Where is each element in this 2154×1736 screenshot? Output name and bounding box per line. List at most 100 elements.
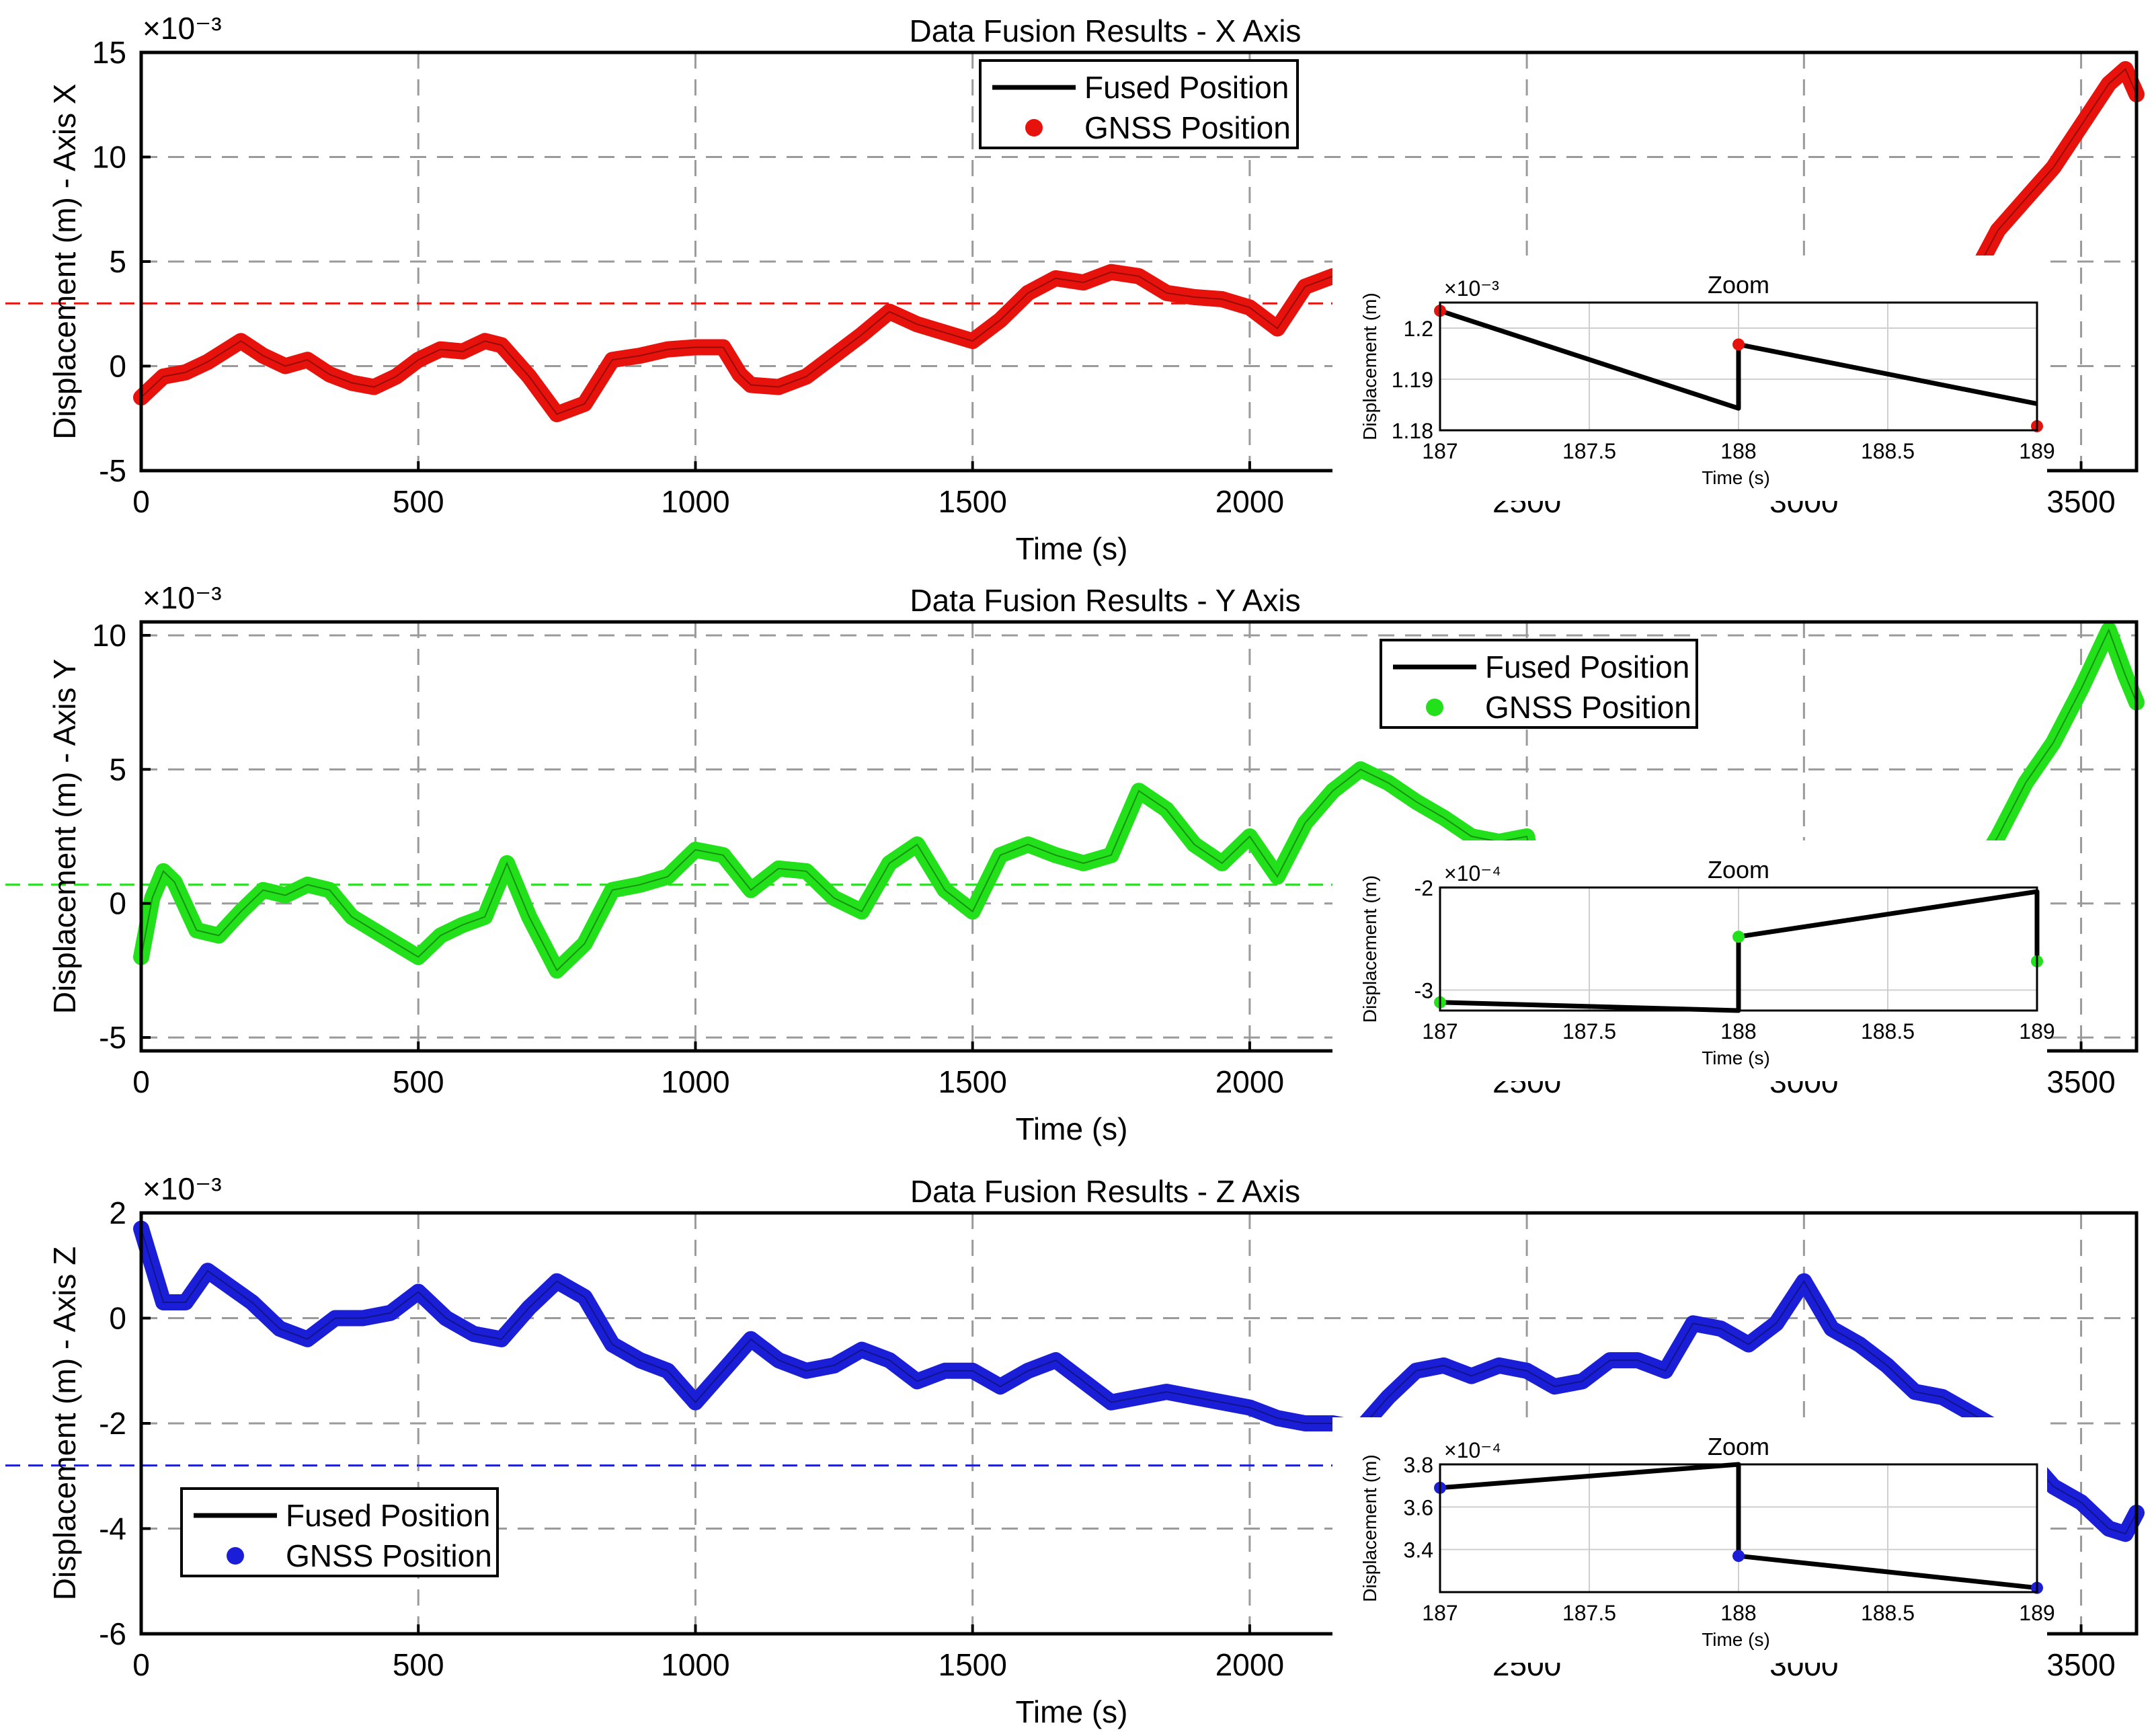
x-tick-label: 3500 (2046, 1064, 2115, 1099)
y-axis-label: Displacement (m) - Axis Z (47, 1247, 82, 1601)
y-axis-label: Displacement (m) - Axis X (47, 83, 82, 439)
y-tick-label: 10 (92, 618, 126, 653)
x-tick-label: 1000 (661, 484, 729, 519)
inset-y-exponent: ×10⁻⁴ (1444, 1438, 1501, 1462)
inset-y-axis-label: Displacement (m) (1359, 875, 1380, 1023)
x-tick-label: 1500 (938, 1064, 1006, 1099)
inset-gnss-point (1732, 1550, 1745, 1563)
x-tick-label: 0 (132, 1647, 150, 1682)
inset-y-tick-label: -3 (1414, 979, 1433, 1003)
legend-label-gnss: GNSS Position (1485, 690, 1691, 725)
x-tick-label: 500 (393, 484, 444, 519)
inset-title: Zoom (1708, 1433, 1769, 1460)
panel-z-axis: 0 500 1000 1500 2000 2500 3000 3500-6-4-202×10⁻… (5, 1171, 2145, 1729)
y-tick-label: 2 (109, 1195, 126, 1230)
inset-fused-position-line (1439, 308, 2038, 411)
inset-x-tick-label: 188 (1720, 439, 1756, 463)
legend-label-fused: Fused Position (1084, 70, 1289, 105)
y-tick-label: -5 (99, 1020, 126, 1055)
inset-x-tick-label: 189 (2019, 439, 2055, 463)
x-tick-label: 2000 (1215, 484, 1284, 519)
x-tick-label: 3500 (2046, 484, 2115, 519)
x-tick-label: 1000 (661, 1064, 729, 1099)
inset-x-tick-label: 189 (2019, 1019, 2055, 1043)
inset-x-tick-label: 188 (1720, 1601, 1756, 1625)
x-tick-label: 3500 (2046, 1647, 2115, 1682)
x-axis-label: Time (s) (1016, 531, 1128, 566)
inset-x-tick-label: 187 (1422, 1601, 1458, 1625)
x-tick-label: 1500 (938, 484, 1006, 519)
y-tick-label: 10 (92, 140, 126, 175)
x-tick-label: 500 (393, 1064, 444, 1099)
inset-y-exponent: ×10⁻³ (1444, 276, 1499, 301)
inset-x-axis-label: Time (s) (1702, 467, 1770, 488)
fused-position-series (141, 1228, 2137, 1535)
x-axis-label: Time (s) (1016, 1694, 1128, 1729)
inset-title: Zoom (1708, 856, 1769, 883)
legend-gnss-marker-swatch (1025, 119, 1043, 136)
inset-x-tick-label: 187.5 (1562, 439, 1616, 463)
inset-y-tick-label: -2 (1414, 876, 1433, 900)
inset-x-tick-label: 188.5 (1861, 439, 1915, 463)
inset-fused-position-line (1439, 1462, 2038, 1591)
y-tick-label: -6 (99, 1616, 126, 1651)
gnss-position-series (133, 1220, 2145, 1542)
chart-title: Data Fusion Results - Z Axis (910, 1174, 1300, 1209)
inset-y-tick-label: 1.2 (1404, 317, 1433, 341)
inset-x-tick-label: 189 (2019, 1601, 2055, 1625)
legend-label-gnss: GNSS Position (286, 1538, 492, 1573)
inset-frame (1439, 301, 2038, 432)
inset-gnss-point (1732, 338, 1745, 351)
zoom-inset: 187 187.5 188 188.5 189 1.18 1.19 1.2 ×10⁻³ Zoom T… (1332, 255, 2055, 501)
inset-x-tick-label: 188 (1720, 1019, 1756, 1043)
zoom-inset: 187 187.5 188 188.5 189 -3 -2 ×10⁻⁴ Zoom Time (s)… (1332, 840, 2055, 1081)
x-tick-label: 1500 (938, 1647, 1006, 1682)
inset-y-tick-label: 1.18 (1392, 419, 1433, 443)
inset-x-tick-label: 188.5 (1861, 1019, 1915, 1043)
inset-x-axis-label: Time (s) (1702, 1048, 1770, 1068)
y-tick-label: -2 (99, 1406, 126, 1441)
y-tick-label: 5 (109, 244, 126, 279)
inset-x-tick-label: 187.5 (1562, 1601, 1616, 1625)
legend-label-gnss: GNSS Position (1084, 110, 1291, 145)
inset-x-tick-label: 187 (1422, 1019, 1458, 1043)
inset-y-tick-label: 3.6 (1404, 1495, 1433, 1520)
x-tick-label: 500 (393, 1647, 444, 1682)
inset-x-tick-label: 188.5 (1861, 1601, 1915, 1625)
x-tick-label: 0 (132, 1064, 150, 1099)
y-axis-exponent: ×10⁻³ (143, 1171, 222, 1206)
y-tick-label: 0 (109, 349, 126, 384)
inset-title: Zoom (1708, 271, 1769, 299)
panel-x-axis: 0 500 1000 1500 2000 2500 3000 3500-5051015×10⁻… (5, 11, 2145, 566)
y-axis-exponent: ×10⁻³ (143, 11, 222, 46)
legend-label-fused: Fused Position (1485, 649, 1689, 684)
inset-y-exponent: ×10⁻⁴ (1444, 861, 1501, 885)
inset-frame (1439, 1463, 2038, 1593)
inset-x-axis-label: Time (s) (1702, 1629, 1770, 1650)
x-axis-label: Time (s) (1016, 1111, 1128, 1146)
axes-frame (139, 620, 2139, 1053)
legend-label-fused: Fused Position (286, 1498, 490, 1533)
x-tick-label: 2000 (1215, 1064, 1284, 1099)
chart-title: Data Fusion Results - X Axis (910, 13, 1302, 48)
x-tick-label: 1000 (661, 1647, 729, 1682)
y-tick-label: 15 (92, 35, 126, 70)
chart-title: Data Fusion Results - Y Axis (910, 583, 1300, 618)
inset-frame (1439, 886, 2038, 1012)
x-tick-label: 2000 (1215, 1647, 1284, 1682)
y-tick-label: 0 (109, 886, 126, 921)
y-tick-label: -5 (99, 453, 126, 488)
inset-x-tick-label: 187 (1422, 439, 1458, 463)
legend-gnss-marker-swatch (1426, 699, 1443, 716)
legend: Fused Position GNSS Position (1380, 639, 1698, 729)
inset-y-tick-label: 1.19 (1392, 368, 1433, 392)
legend-gnss-marker-swatch (227, 1547, 244, 1565)
y-axis-label: Displacement (m) - Axis Y (47, 659, 82, 1014)
y-tick-label: -4 (99, 1511, 126, 1546)
inset-gnss-point (1732, 931, 1745, 943)
legend: Fused Position GNSS Position (180, 1487, 499, 1577)
y-axis-exponent: ×10⁻³ (143, 580, 222, 615)
inset-y-axis-label: Displacement (m) (1359, 1454, 1380, 1602)
